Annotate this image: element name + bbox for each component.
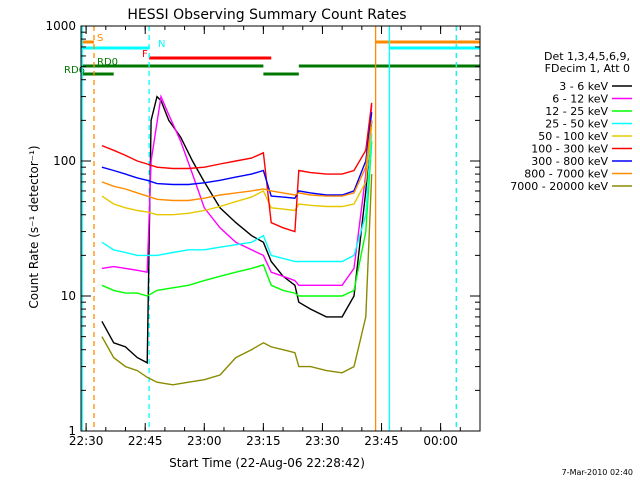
x-tick-label: 22:45 <box>128 434 163 448</box>
legend-entry-label: 800 - 7000 keV <box>524 168 608 181</box>
series-line <box>101 133 373 263</box>
x-tick-label: 23:15 <box>246 434 281 448</box>
plot-frame <box>80 25 481 432</box>
axes: 22:30 22:45 23:00 23:15 23:30 23:45 00:00 1 10 10… <box>45 19 481 448</box>
flag-label-s: S <box>97 33 103 44</box>
legend-entry-label: 7000 - 20000 keV <box>510 180 608 193</box>
series-line <box>101 94 373 286</box>
legend-entry-label: 6 - 12 keV <box>552 93 608 106</box>
flag-label-rd0: RD0 <box>97 57 118 68</box>
series-lines <box>101 94 373 386</box>
y-tick-label: 1 <box>68 424 76 438</box>
y-tick-label: 1000 <box>45 19 76 33</box>
series-line <box>101 95 373 364</box>
x-tick-label: 23:00 <box>187 434 222 448</box>
legend-entry-label: 12 - 25 keV <box>545 105 608 118</box>
legend-header: Det 1,3,4,5,6,9, <box>544 50 630 63</box>
x-tick-label: 22:30 <box>69 434 104 448</box>
series-line <box>101 126 373 216</box>
flag-label-f: F <box>142 49 148 60</box>
legend-entry-label: 50 - 100 keV <box>538 130 608 143</box>
x-tick-label: 23:30 <box>305 434 340 448</box>
flag-label-rd6: RD6 <box>64 65 85 76</box>
legend-entry-label: 300 - 800 keV <box>531 155 608 168</box>
x-axis-label: Start Time (22-Aug-06 22:28:42) <box>169 456 365 470</box>
x-tick-label: 23:45 <box>364 434 399 448</box>
legend-entry-label: 25 - 50 keV <box>545 118 608 131</box>
y-tick-label: 100 <box>53 154 76 168</box>
series-line <box>101 141 373 297</box>
legend-header: FDecim 1, Att 0 <box>545 62 630 75</box>
flag-bars: S NF RD0 RD6 <box>64 33 480 76</box>
y-tick-label: 10 <box>61 289 76 303</box>
chart-title: HESSI Observing Summary Count Rates <box>127 7 406 23</box>
series-line <box>101 174 373 386</box>
legend-entry-label: 3 - 6 keV <box>559 80 608 93</box>
footer-timestamp: 7-Mar-2010 02:40 <box>562 468 633 477</box>
series-line <box>101 102 373 233</box>
x-tick-label: 00:00 <box>423 434 458 448</box>
series-line <box>101 120 373 202</box>
legend: Det 1,3,4,5,6,9,FDecim 1, Att 0 3 - 6 keV… <box>510 50 632 193</box>
y-axis-label: Count Rate (s⁻¹ detector⁻¹) <box>27 145 41 308</box>
legend-entry-label: 100 - 300 keV <box>531 143 608 156</box>
vertical-markers <box>81 26 458 431</box>
series-line <box>101 112 373 199</box>
flag-label-n: N <box>158 39 165 50</box>
